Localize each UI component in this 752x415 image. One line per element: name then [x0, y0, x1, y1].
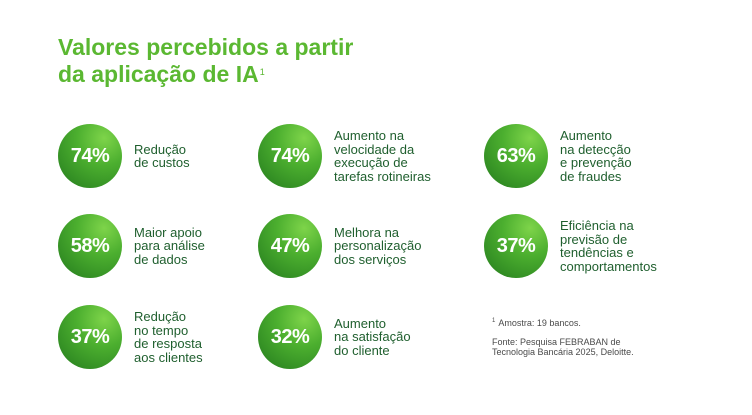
footnote-sample: 1 Amostra: 19 bancos.	[492, 316, 634, 328]
stat-circle: 32%	[258, 305, 322, 369]
stat-label: Melhora na personalização dos serviços	[334, 224, 422, 267]
footnote-source: Fonte: Pesquisa FEBRABAN de Tecnologia B…	[492, 337, 634, 357]
stat-circle: 47%	[258, 214, 322, 278]
stat-label: Redução de custos	[134, 141, 190, 170]
footnotes: 1 Amostra: 19 bancos. Fonte: Pesquisa FEB…	[492, 316, 634, 357]
stat-circle: 74%	[58, 124, 122, 188]
stat-label: Aumento na satisfação do cliente	[334, 315, 411, 358]
stat-circle: 37%	[484, 214, 548, 278]
stat-routine-speed: 74% Aumento na velocidade da execução de…	[258, 124, 431, 188]
stat-circle: 58%	[58, 214, 122, 278]
stat-cost-reduction: 74% Redução de custos	[58, 124, 190, 188]
page-title: Valores percebidos a partir da aplicação…	[58, 34, 353, 88]
stat-label: Aumento na detecção e prevenção de fraud…	[560, 128, 632, 184]
title-footnote-ref: 1	[259, 67, 265, 77]
footnote-sample-text: Amostra: 19 bancos.	[498, 318, 581, 328]
footnote-mark: 1	[492, 318, 496, 324]
stat-personalization: 47% Melhora na personalização dos serviç…	[258, 214, 421, 278]
title-line-1: Valores percebidos a partir	[58, 34, 354, 60]
stat-circle: 74%	[258, 124, 322, 188]
title-line-2: da aplicação de IA	[58, 61, 259, 87]
stat-fraud-detection: 63% Aumento na detecção e prevenção de f…	[484, 124, 632, 188]
stat-circle: 37%	[58, 305, 122, 369]
stat-data-analysis: 58% Maior apoio para análise de dados	[58, 214, 205, 278]
stat-circle: 63%	[484, 124, 548, 188]
stat-response-time: 37% Redução no tempo de resposta aos cli…	[58, 305, 203, 369]
stat-trend-forecast: 37% Eficiência na previsão de tendências…	[484, 214, 657, 278]
stat-label: Redução no tempo de resposta aos cliente…	[134, 309, 203, 365]
stat-label: Maior apoio para análise de dados	[134, 224, 205, 267]
stat-label: Aumento na velocidade da execução de tar…	[334, 128, 431, 184]
stat-customer-satisfaction: 32% Aumento na satisfação do cliente	[258, 305, 411, 369]
stat-label: Eficiência na previsão de tendências e c…	[560, 218, 657, 274]
